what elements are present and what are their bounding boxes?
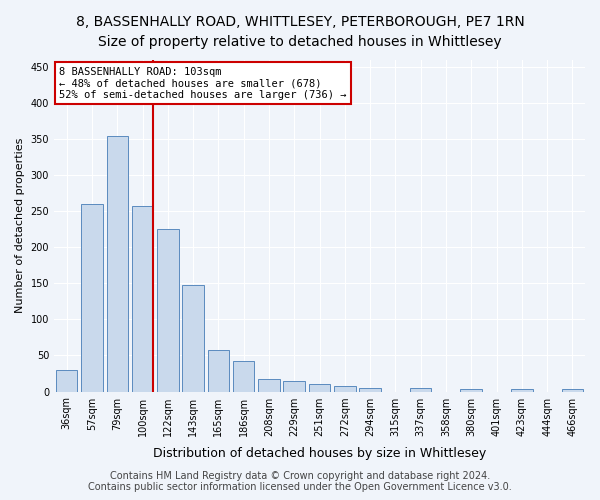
Bar — [562, 388, 583, 392]
Bar — [309, 384, 330, 392]
Text: Contains HM Land Registry data © Crown copyright and database right 2024.
Contai: Contains HM Land Registry data © Crown c… — [88, 471, 512, 492]
Bar — [359, 388, 381, 392]
Bar — [283, 382, 305, 392]
Bar — [81, 204, 103, 392]
Text: Size of property relative to detached houses in Whittlesey: Size of property relative to detached ho… — [98, 35, 502, 49]
Bar — [233, 360, 254, 392]
Bar — [132, 206, 153, 392]
Bar — [460, 390, 482, 392]
Bar — [410, 388, 431, 392]
Bar — [334, 386, 356, 392]
Bar — [258, 378, 280, 392]
Bar — [182, 285, 204, 392]
Bar — [511, 388, 533, 392]
Bar — [157, 230, 179, 392]
X-axis label: Distribution of detached houses by size in Whittlesey: Distribution of detached houses by size … — [153, 447, 486, 460]
Text: 8, BASSENHALLY ROAD, WHITTLESEY, PETERBOROUGH, PE7 1RN: 8, BASSENHALLY ROAD, WHITTLESEY, PETERBO… — [76, 15, 524, 29]
Bar — [208, 350, 229, 392]
Text: 8 BASSENHALLY ROAD: 103sqm
← 48% of detached houses are smaller (678)
52% of sem: 8 BASSENHALLY ROAD: 103sqm ← 48% of deta… — [59, 66, 347, 100]
Bar — [56, 370, 77, 392]
Bar — [107, 136, 128, 392]
Y-axis label: Number of detached properties: Number of detached properties — [15, 138, 25, 314]
